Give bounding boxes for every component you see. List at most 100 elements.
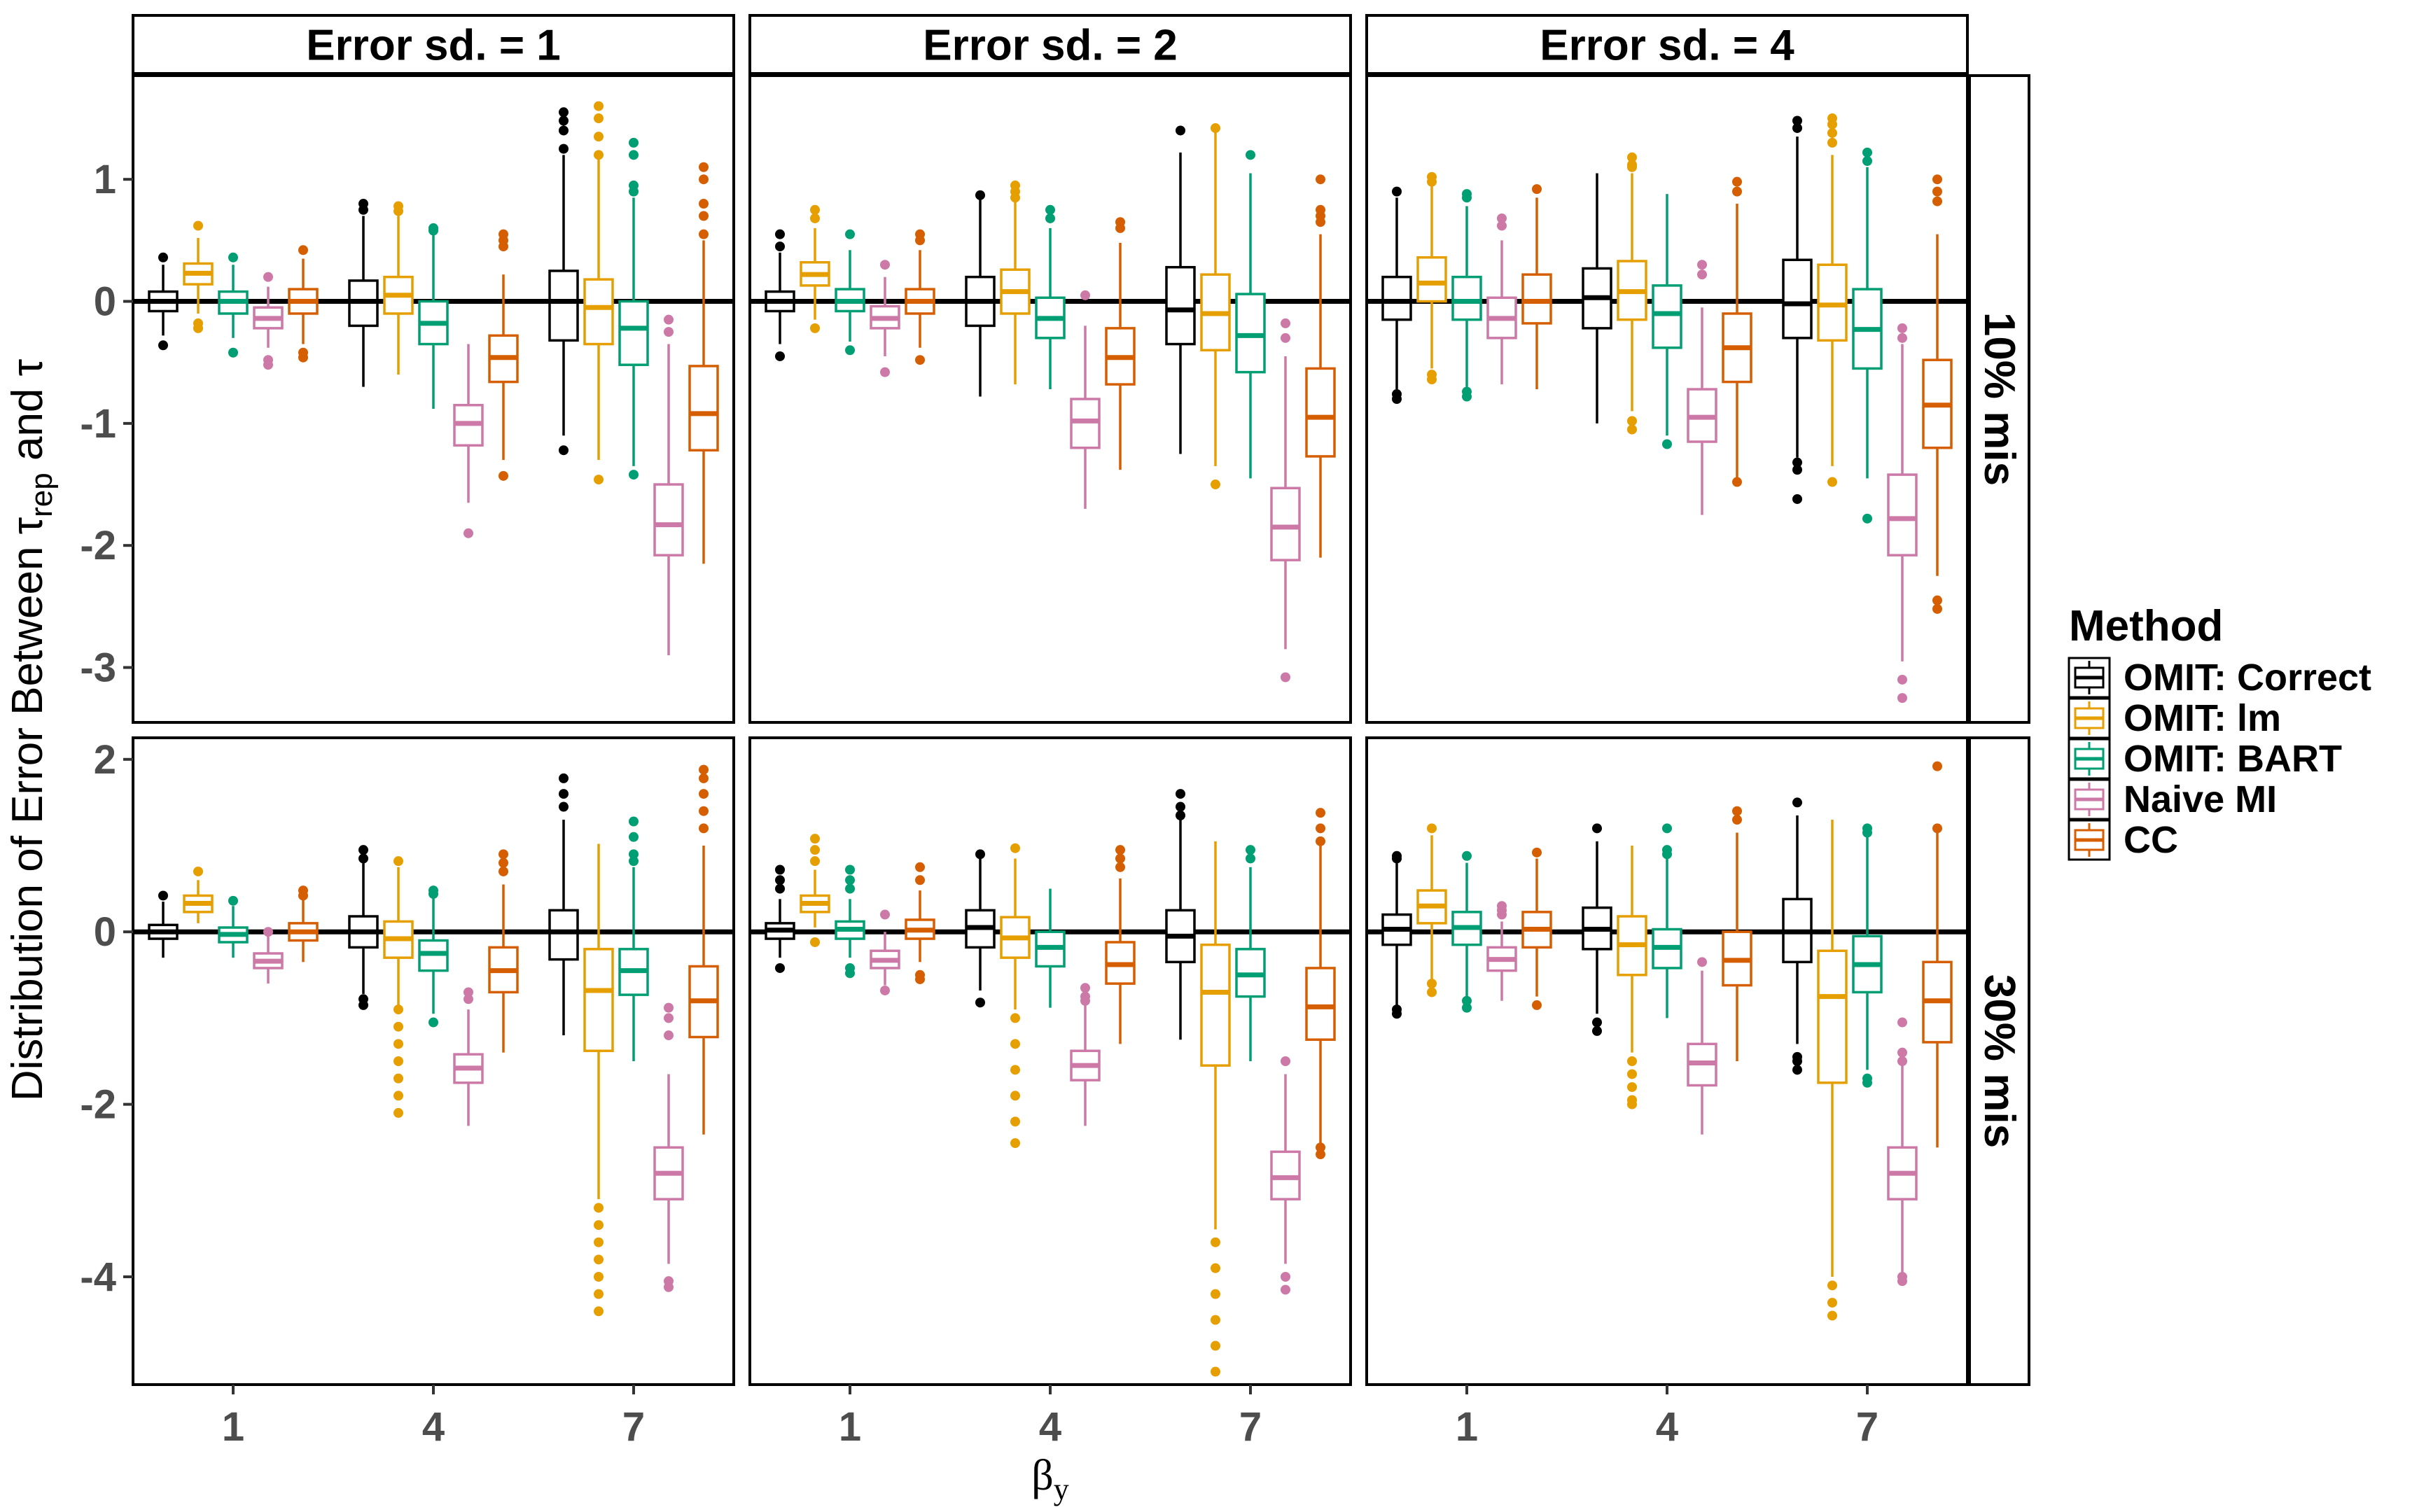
outlier-point <box>1392 394 1402 404</box>
box-omit-lm-beta-4 <box>1617 846 1647 1110</box>
outlier-point <box>1792 465 1802 475</box>
outlier-point <box>1897 1047 1907 1058</box>
box-omit-bart-beta-7 <box>1852 823 1883 1088</box>
outlier-point <box>263 272 273 282</box>
outlier-point <box>594 1306 604 1317</box>
box-omit-correct-beta-1 <box>1381 186 1412 404</box>
box-iqr <box>583 278 614 346</box>
box-iqr <box>548 270 579 342</box>
outlier-point <box>810 213 820 223</box>
outlier-point <box>775 351 785 361</box>
facet-strip-label: Error sd. = 1 <box>306 22 561 70</box>
outlier-point <box>559 125 569 136</box>
outlier-point <box>1862 827 1872 838</box>
outlier-point <box>594 150 604 160</box>
panel-background <box>133 738 734 1385</box>
legend-label: OMIT: Correct <box>2124 657 2371 699</box>
box-naive-mi-beta-1 <box>870 260 900 377</box>
outlier-point <box>845 883 855 894</box>
facet-strip-label: 30% mis <box>1975 974 2023 1148</box>
outlier-point <box>1316 174 1325 185</box>
box-iqr <box>653 483 684 556</box>
outlier-point <box>1627 1069 1637 1079</box>
outlier-point <box>1862 513 1872 524</box>
panel-background <box>750 738 1351 1385</box>
x-tick-label: 4 <box>1039 1404 1061 1450</box>
box-cc-beta-4 <box>1722 176 1752 487</box>
outlier-point <box>699 162 709 172</box>
outlier-point <box>1176 125 1185 136</box>
outlier-point <box>1627 1082 1637 1092</box>
outlier-point <box>298 352 308 363</box>
panel-border <box>748 74 1352 724</box>
box-omit-bart-beta-4 <box>1652 823 1682 1018</box>
outlier-point <box>499 241 508 252</box>
box-cc-beta-1 <box>288 245 319 363</box>
box-cc-beta-7 <box>1305 174 1336 558</box>
outlier-point <box>1176 802 1185 812</box>
box-naive-mi-beta-4 <box>1070 290 1101 509</box>
outlier-point <box>1732 806 1742 816</box>
outlier-point <box>1211 1237 1220 1247</box>
outlier-point <box>1316 836 1325 846</box>
outlier-point <box>1627 152 1637 162</box>
box-naive-mi-beta-7 <box>653 1002 684 1292</box>
legend-label: OMIT: BART <box>2124 738 2342 780</box>
box-naive-mi-beta-1 <box>253 272 284 370</box>
outlier-point <box>1427 979 1437 989</box>
outlier-point <box>559 115 569 126</box>
box-iqr <box>1817 949 1848 1084</box>
outlier-point <box>1281 332 1290 343</box>
box-cc-beta-7 <box>1922 174 1953 614</box>
box-iqr <box>1887 473 1918 556</box>
outlier-point <box>1010 843 1020 853</box>
box-cc-beta-4 <box>1105 845 1136 1044</box>
x-tick-label: 1 <box>222 1404 244 1450</box>
outlier-point <box>193 323 203 333</box>
facet-strip-row-1 <box>1968 74 2030 724</box>
legend-item-omit-lm: OMIT: lm <box>2068 697 2281 739</box>
box-omit-bart-beta-1 <box>218 895 249 958</box>
outlier-point <box>629 186 639 197</box>
box-omit-lm-beta-4 <box>383 201 414 375</box>
outlier-point <box>845 875 855 886</box>
outlier-point <box>1115 223 1125 233</box>
outlier-point <box>1462 995 1472 1006</box>
outlier-point <box>594 101 604 111</box>
outlier-point <box>1246 853 1255 864</box>
box-cc-beta-4 <box>488 849 519 1053</box>
outlier-point <box>428 225 438 236</box>
outlier-point <box>1827 1280 1837 1291</box>
facet-strip-column-3 <box>1365 14 1969 75</box>
outlier-point <box>463 528 473 538</box>
outlier-point <box>1211 1289 1220 1299</box>
box-iqr <box>1381 275 1412 321</box>
outlier-point <box>559 789 569 799</box>
outlier-point <box>158 340 168 351</box>
box-naive-mi-beta-7 <box>1270 318 1301 682</box>
y-tick-label: 2 <box>94 737 116 783</box>
outlier-point <box>1627 162 1637 172</box>
outlier-point <box>499 858 508 868</box>
outlier-point <box>810 323 820 333</box>
box-omit-lm-beta-7 <box>1200 841 1231 1377</box>
box-iqr <box>548 909 579 961</box>
x-axis-title: βy <box>1031 1452 1069 1506</box>
outlier-point <box>915 974 925 984</box>
box-omit-correct-beta-4 <box>1582 173 1612 424</box>
outlier-point <box>1827 137 1837 148</box>
box-omit-bart-beta-1 <box>835 229 865 356</box>
outlier-point <box>699 174 709 185</box>
outlier-point <box>699 789 709 799</box>
box-iqr <box>1782 258 1813 340</box>
box-omit-correct-beta-4 <box>965 849 996 1008</box>
box-omit-correct-beta-1 <box>765 864 795 973</box>
outlier-point <box>393 856 403 867</box>
panel-error-sd-1-30-mis <box>132 736 735 1386</box>
outlier-point <box>810 845 820 855</box>
box-omit-lm-beta-1 <box>1416 172 1447 385</box>
outlier-point <box>915 355 925 365</box>
outlier-point <box>499 470 508 481</box>
outlier-point <box>845 864 855 875</box>
outlier-point <box>1281 1272 1290 1282</box>
